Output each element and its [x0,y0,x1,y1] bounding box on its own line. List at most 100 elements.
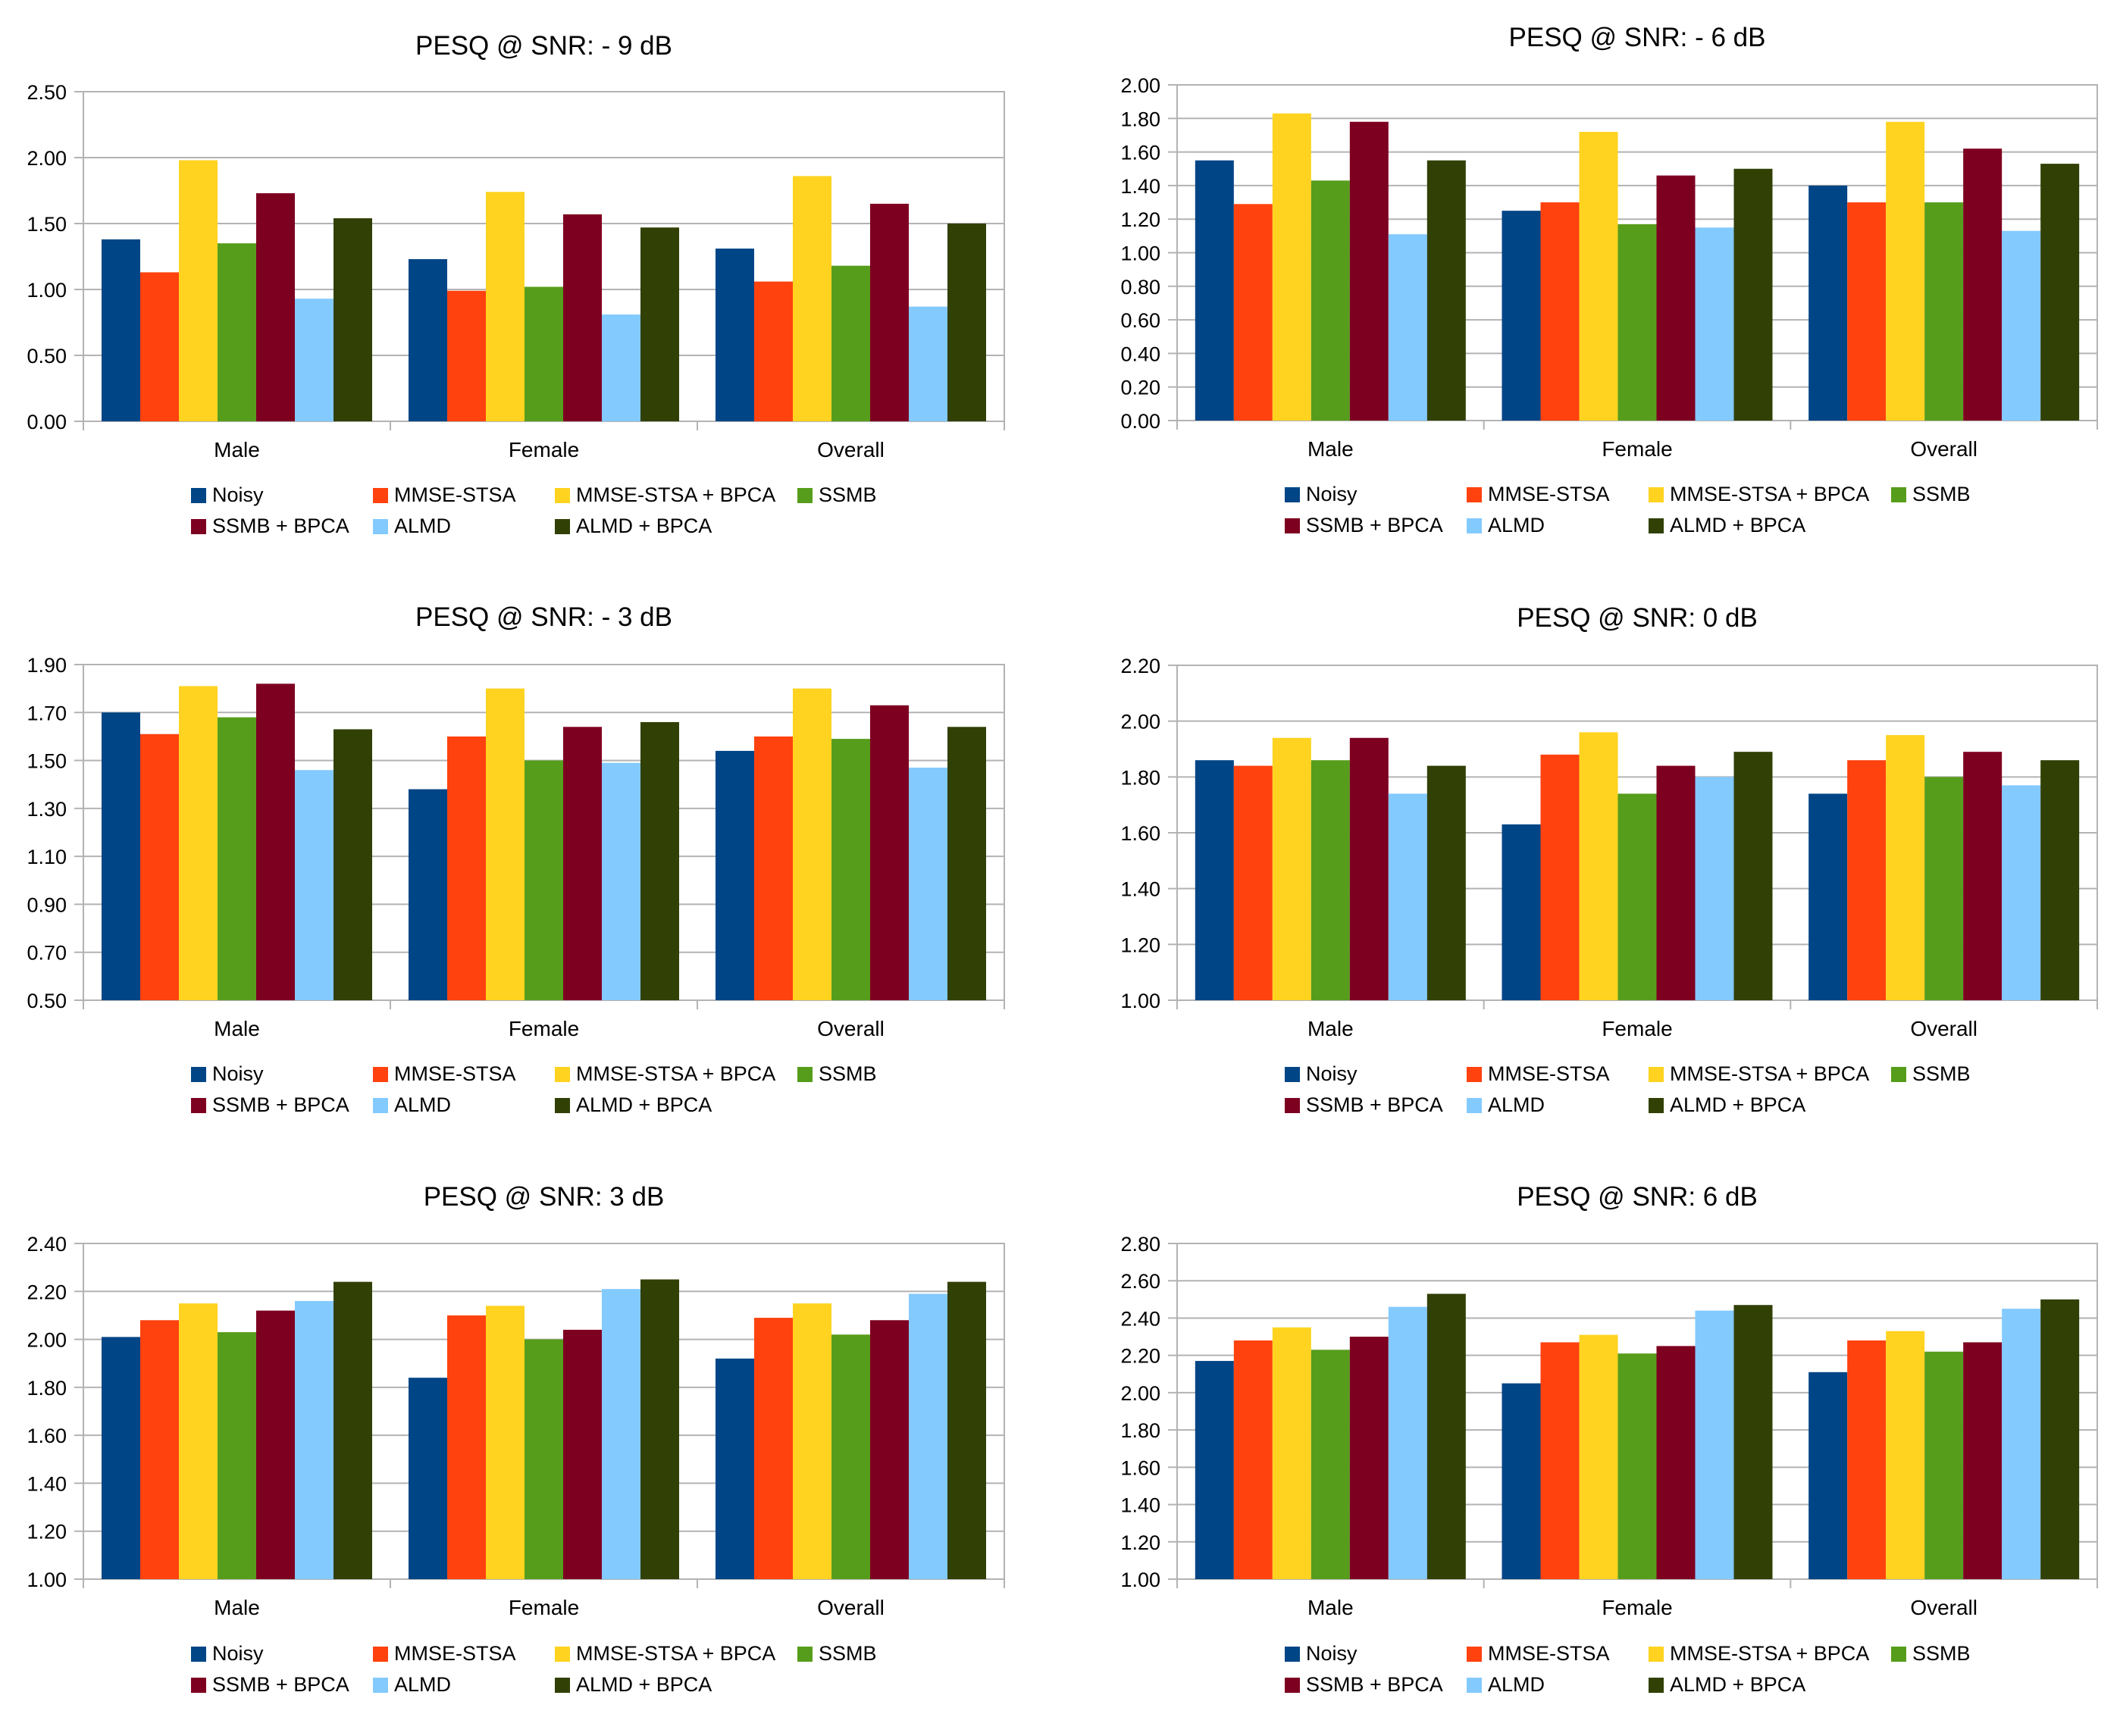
bar [447,290,486,421]
y-tick-label: 1.40 [1120,1494,1160,1517]
bar [525,286,563,421]
bar [409,789,447,1000]
bar [1695,1310,1734,1579]
y-tick-label: 2.20 [1120,1345,1160,1368]
x-tick-label: Female [1602,1596,1672,1619]
chart-panel: PESQ @ SNR: - 6 dB 0.00 0.20 0.40 0.60 0.80 1.… [1120,23,2098,536]
bar [1311,760,1350,1000]
y-tick-label: 2.80 [1120,1233,1160,1256]
legend-label: MMSE-STSA [1488,483,1610,505]
legend-label: ALMD [394,515,451,537]
chart-panel: PESQ @ SNR: - 3 dB 0.50 0.70 0.90 1.10 1.30 1.… [27,602,1005,1116]
bar [1540,1342,1580,1579]
bar [947,727,986,1000]
bar [2040,760,2080,1000]
legend-swatch [1891,1067,1906,1082]
bar [1579,132,1618,421]
bar [716,249,754,421]
bar [947,1281,986,1579]
y-tick-label: 2.00 [27,1329,67,1352]
legend-label: ALMD [1488,1093,1545,1116]
bar [525,760,563,1000]
bar [793,176,831,422]
bar [334,729,372,1000]
bar [1426,765,1466,1000]
bar [1349,1337,1389,1579]
x-tick-label: Female [1602,437,1672,461]
y-tick-label: 1.20 [1120,934,1160,956]
chart-title: PESQ @ SNR: 0 dB [1517,603,1758,633]
bar [793,688,831,1000]
legend-label: MMSE-STSA [1488,1062,1610,1085]
bar [218,717,256,1000]
legend-label: MMSE-STSA + BPCA [1670,483,1869,505]
bar [716,1358,754,1579]
bar [1195,1361,1234,1579]
x-tick-label: Male [214,438,260,461]
legend-label: ALMD + BPCA [576,515,712,537]
bar [1808,1372,1848,1579]
bar [1311,1350,1350,1579]
legend-label: ALMD + BPCA [576,1673,712,1696]
y-tick-label: 1.20 [27,1521,67,1544]
y-tick-label: 1.60 [1120,1456,1160,1479]
y-tick-label: 0.40 [1120,343,1160,365]
y-tick-label: 1.20 [1120,1531,1160,1554]
legend-label: Noisy [1306,483,1357,505]
bar [1349,121,1389,421]
legend-label: SSMB [819,1062,877,1085]
legend-swatch [1649,487,1664,502]
legend-label: MMSE-STSA [394,1062,516,1085]
bar [1502,824,1541,1000]
bar [640,227,679,421]
legend-label: SSMB + BPCA [212,1093,349,1116]
bar [1540,202,1580,421]
bar [179,160,218,422]
legend-label: SSMB + BPCA [1306,1673,1443,1696]
legend-swatch [1649,1678,1664,1693]
bar [1656,175,1696,421]
legend: Noisy MMSE-STSA MMSE-STSA + BPCA SSMB SSMB +… [1285,483,1971,536]
bar [831,1334,870,1579]
bar [2002,230,2041,421]
chart-panel: PESQ @ SNR: 3 dB 1.00 1.20 1.40 1.60 1.80 2.00… [27,1182,1005,1696]
legend-swatch [1467,1067,1482,1082]
bar [1733,1305,1773,1579]
legend-label: Noisy [1306,1062,1357,1085]
bar [1886,1331,1925,1579]
legend-label: Noisy [212,1062,264,1085]
legend: Noisy MMSE-STSA MMSE-STSA + BPCA SSMB SSMB +… [191,483,877,537]
bar [1617,224,1657,421]
legend-label: SSMB [1912,1062,1971,1085]
y-tick-label: 2.00 [1120,1382,1160,1405]
legend-swatch [191,519,206,534]
y-tick-label: 1.10 [27,846,67,868]
bar [1924,1351,1964,1579]
legend-label: MMSE-STSA [394,1642,516,1665]
bar [447,736,486,1000]
legend-swatch [1467,1098,1482,1113]
bar [1733,752,1773,1000]
legend-swatch [373,488,388,503]
x-tick-label: Female [509,1596,579,1619]
y-tick-label: 1.00 [1120,242,1160,265]
bar [486,688,525,1000]
chart-panel: PESQ @ SNR: - 9 dB 0.00 0.50 1.00 1.50 2.00 2.… [27,31,1005,537]
bar [1733,168,1773,421]
y-tick-label: 1.00 [1120,990,1160,1012]
y-tick-label: 2.40 [27,1233,67,1256]
y-tick-label: 2.00 [1120,711,1160,733]
legend-label: ALMD + BPCA [1670,1673,1805,1696]
bar [1656,1346,1696,1579]
legend-swatch [1891,487,1906,502]
bar [1195,160,1234,421]
x-tick-label: Male [1307,1017,1354,1040]
legend-swatch [191,1067,206,1082]
bar [1311,180,1350,421]
legend-swatch [1649,1098,1664,1113]
legend-swatch [1467,1647,1482,1662]
bar [1540,754,1580,1000]
legend-swatch [555,488,570,503]
x-tick-label: Overall [1910,1596,1978,1619]
bar [947,224,986,421]
